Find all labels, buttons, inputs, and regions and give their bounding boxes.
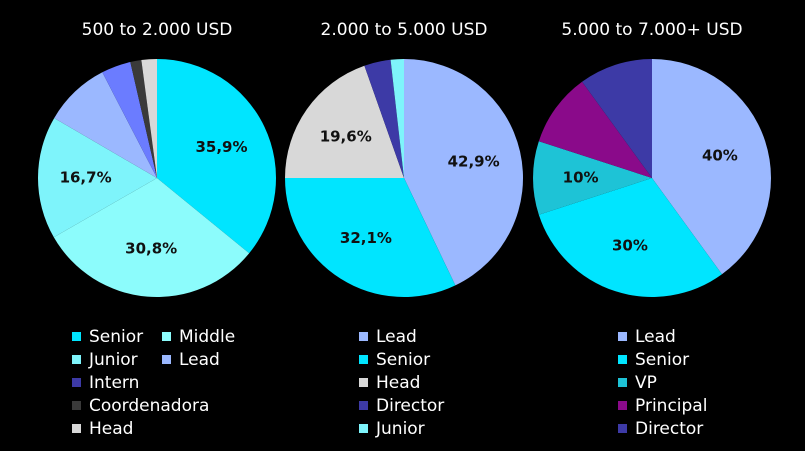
pie-slice-senior bbox=[538, 178, 722, 297]
slice-data-label-lead: 40% bbox=[702, 146, 738, 164]
pie-slice-lead bbox=[54, 72, 157, 178]
legend-swatch-senior bbox=[72, 332, 81, 341]
legend-label-senior: Senior bbox=[89, 327, 143, 347]
pie-slice-director bbox=[582, 59, 652, 178]
legend-swatch-lead bbox=[162, 355, 171, 364]
slice-data-label-lead: 42,9% bbox=[448, 153, 500, 171]
legend-label-vp: VP bbox=[635, 373, 657, 393]
chart-title: 5.000 to 7.000+ USD bbox=[561, 20, 742, 40]
slice-data-label-senior: 35,9% bbox=[195, 138, 247, 156]
legend-label-intern: Intern bbox=[89, 373, 139, 393]
legend-swatch-senior bbox=[618, 355, 627, 364]
legend-swatch-junior bbox=[359, 424, 368, 433]
pie-slice-lead bbox=[652, 59, 771, 275]
pie-slice-director bbox=[364, 59, 404, 178]
legend-swatch-senior bbox=[359, 355, 368, 364]
chart-title: 2.000 to 5.000 USD bbox=[321, 20, 488, 40]
chart-legend: Lead Senior VP Principal Director bbox=[618, 327, 707, 439]
legend-label-lead: Lead bbox=[376, 327, 417, 347]
legend-swatch-lead bbox=[359, 332, 368, 341]
pie-slice-head bbox=[285, 65, 404, 178]
pie-chart-3: 5.000 to 7.000+ USD 40% 30% 10% Lead Senior VP… bbox=[533, 20, 771, 439]
slice-data-label-junior: 16,7% bbox=[60, 168, 112, 186]
legend-swatch-middle bbox=[162, 332, 171, 341]
pie-slice-lead bbox=[404, 59, 524, 286]
legend-swatch-vp bbox=[618, 378, 627, 387]
legend-swatch-principal bbox=[618, 401, 627, 410]
legend-swatch-director bbox=[618, 424, 627, 433]
pie-slice-senior bbox=[285, 178, 456, 298]
slice-data-label-head: 19,6% bbox=[320, 127, 372, 145]
slice-data-label-middle: 30,8% bbox=[125, 240, 177, 258]
legend-label-senior: Senior bbox=[376, 350, 430, 370]
legend-swatch-head bbox=[359, 378, 368, 387]
legend-swatch-head bbox=[72, 424, 81, 433]
legend-label-coordenadora: Coordenadora bbox=[89, 396, 209, 416]
pie-slice-middle bbox=[53, 178, 250, 298]
pie-chart-1: 500 to 2.000 USD 35,9% 30,8% 16,7% Senior Mid… bbox=[38, 20, 276, 439]
legend-swatch-junior bbox=[72, 355, 81, 364]
chart-legend: Senior Middle Junior Lead Intern Coordenadora… bbox=[72, 327, 235, 439]
legend-label-principal: Principal bbox=[635, 396, 707, 416]
legend-label-director: Director bbox=[376, 396, 444, 416]
pie-slice-principal bbox=[538, 81, 652, 178]
slice-data-label-senior: 32,1% bbox=[340, 229, 392, 247]
legend-swatch-director bbox=[359, 401, 368, 410]
pie-slice-intern bbox=[102, 62, 157, 178]
slice-data-label-vp: 10% bbox=[563, 169, 599, 187]
legend-swatch-intern bbox=[72, 378, 81, 387]
chart-legend: Lead Senior Head Director Junior bbox=[359, 327, 444, 439]
legend-label-senior: Senior bbox=[635, 350, 689, 370]
pie-slice-head bbox=[141, 59, 157, 178]
legend-label-head: Head bbox=[89, 419, 133, 439]
legend-label-director: Director bbox=[635, 419, 703, 439]
pie-slice-senior bbox=[157, 59, 276, 254]
legend-label-junior: Junior bbox=[375, 419, 425, 439]
pie-chart-2: 2.000 to 5.000 USD 42,9% 32,1% 19,6% Lead Sen… bbox=[285, 20, 524, 439]
pie-slice-vp bbox=[533, 141, 652, 215]
pie-slice-coordenadora bbox=[130, 60, 157, 178]
chart-title: 500 to 2.000 USD bbox=[82, 20, 233, 40]
pie-slice-junior bbox=[390, 59, 404, 178]
legend-swatch-lead bbox=[618, 332, 627, 341]
legend-label-lead: Lead bbox=[179, 350, 220, 370]
legend-label-head: Head bbox=[376, 373, 420, 393]
pie-slice-junior bbox=[38, 118, 157, 238]
slice-data-label-senior: 30% bbox=[612, 236, 648, 254]
legend-label-junior: Junior bbox=[88, 350, 138, 370]
legend-label-lead: Lead bbox=[635, 327, 676, 347]
legend-swatch-coordenadora bbox=[72, 401, 81, 410]
legend-label-middle: Middle bbox=[179, 327, 235, 347]
